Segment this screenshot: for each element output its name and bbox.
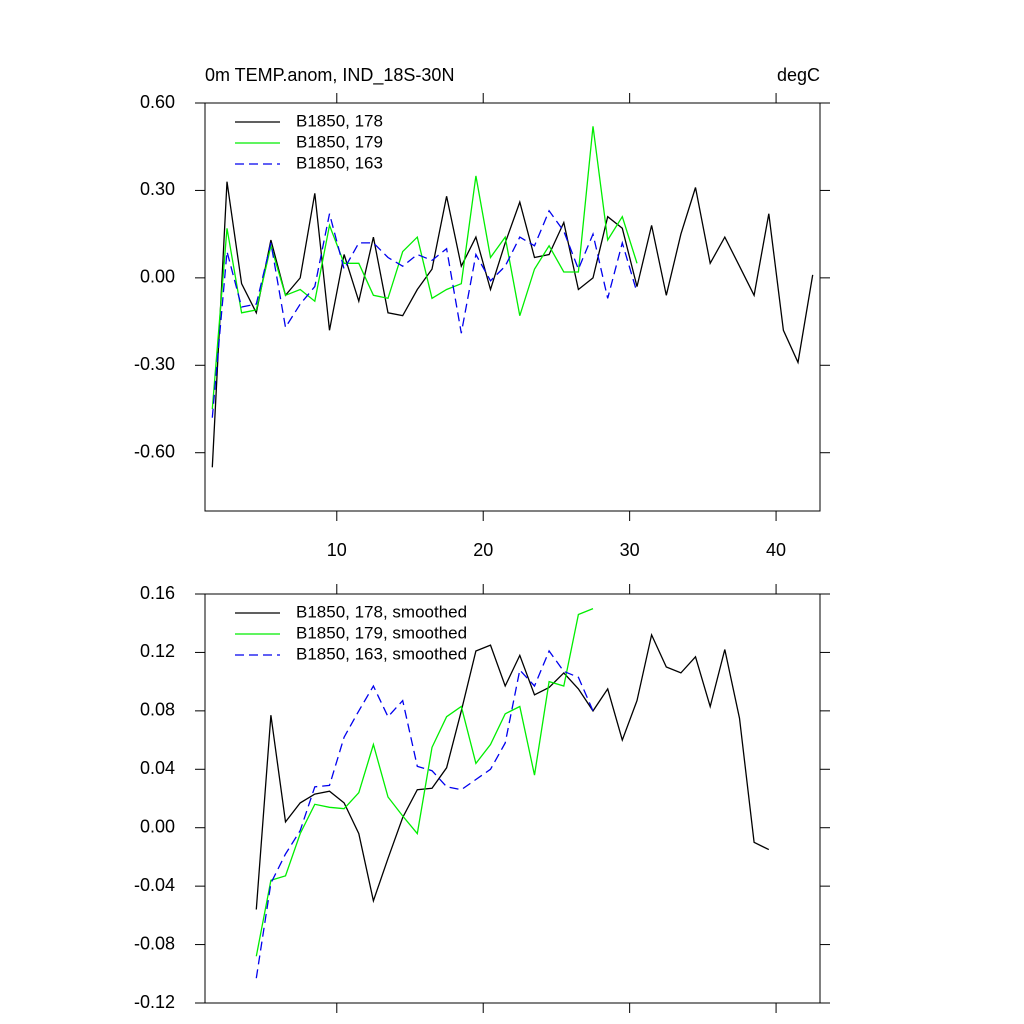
series-line xyxy=(255,607,594,957)
series-line xyxy=(211,126,638,410)
y-tick-label: -0.08 xyxy=(134,933,175,953)
chart-title: 0m TEMP.anom, IND_18S-30N xyxy=(205,65,454,86)
y-tick-label: 0.00 xyxy=(140,816,175,836)
y-tick-label: -0.04 xyxy=(134,875,175,895)
units-label: degC xyxy=(777,65,820,85)
legend-label: B1850, 179, smoothed xyxy=(296,623,467,642)
y-tick-label: 0.60 xyxy=(140,92,175,112)
y-tick-label: 0.04 xyxy=(140,758,175,778)
y-tick-label: -0.30 xyxy=(134,354,175,374)
legend-label: B1850, 163 xyxy=(296,153,383,172)
series-line xyxy=(255,632,770,910)
series-line xyxy=(255,649,594,979)
y-tick-label: 0.12 xyxy=(140,641,175,661)
x-tick-label: 10 xyxy=(327,540,347,560)
y-tick-label: 0.16 xyxy=(140,583,175,603)
y-tick-label: -0.60 xyxy=(134,441,175,461)
x-tick-label: 20 xyxy=(473,540,493,560)
y-tick-label: 0.00 xyxy=(140,267,175,287)
legend-label: B1850, 178, smoothed xyxy=(296,602,467,621)
plot-frame xyxy=(204,102,821,512)
legend-label: B1850, 163, smoothed xyxy=(296,644,467,663)
legend-label: B1850, 178 xyxy=(296,111,383,130)
series-line xyxy=(211,181,814,468)
y-tick-label: 0.08 xyxy=(140,700,175,720)
y-tick-label: 0.30 xyxy=(140,179,175,199)
plot-frame xyxy=(204,593,821,1004)
x-tick-label: 30 xyxy=(620,540,640,560)
y-tick-label: -0.12 xyxy=(134,992,175,1012)
series-line xyxy=(211,209,638,418)
x-tick-label: 40 xyxy=(766,540,786,560)
legend-label: B1850, 179 xyxy=(296,132,383,151)
